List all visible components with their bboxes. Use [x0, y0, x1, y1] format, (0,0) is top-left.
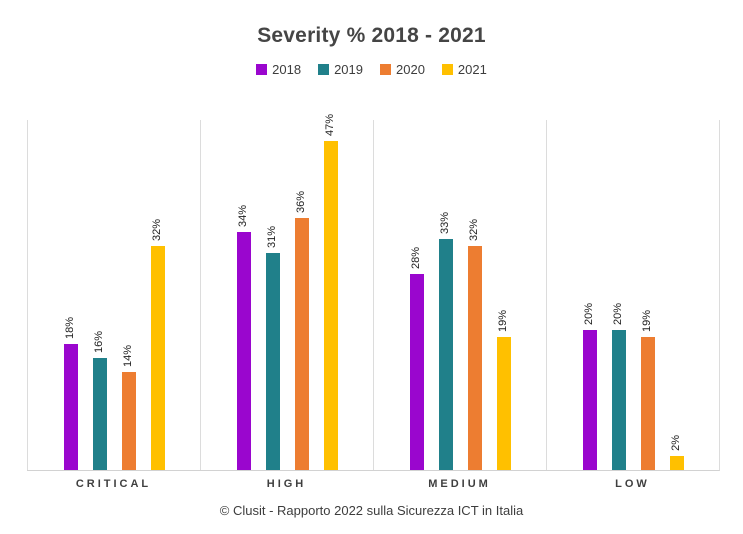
bar-group-high-2018: 34%	[236, 204, 251, 470]
chart-title: Severity % 2018 - 2021	[257, 24, 486, 47]
bar-group-medium-2020: 32%	[467, 218, 482, 470]
legend-item-2020: 2020	[380, 62, 425, 77]
bar-medium-2018	[409, 274, 424, 470]
bar-group-critical-2020: 14%	[121, 344, 136, 470]
footer-caption: © Clusit - Rapporto 2022 sulla Sicurezza…	[219, 503, 524, 518]
legend-label: 2020	[396, 62, 425, 77]
value-label: 16%	[93, 330, 105, 353]
legend-swatch-2019	[318, 64, 330, 75]
value-label: 32%	[151, 218, 163, 241]
category-label-low: LOW	[615, 478, 650, 490]
value-label: 20%	[583, 302, 595, 325]
bar-medium-2020	[467, 246, 482, 470]
value-label: 34%	[237, 204, 249, 227]
legend-label: 2018	[272, 62, 302, 77]
bar-high-2021	[323, 141, 338, 470]
panel-low: 20% 20% 19% 2%	[546, 120, 719, 470]
value-label: 32%	[468, 218, 480, 241]
bar-group-low-2018: 20%	[582, 302, 597, 470]
bar-low-2019	[611, 330, 626, 470]
legend-item-2018: 2018	[256, 62, 301, 77]
bar-critical-2020	[121, 372, 136, 470]
panel-critical: 18% 16% 14% 32%	[27, 120, 200, 470]
category-label-high: HIGH	[266, 478, 307, 490]
bar-critical-2018	[63, 344, 78, 470]
value-label: 2%	[670, 435, 682, 451]
bar-group-critical-2021: 32%	[150, 218, 165, 470]
value-label: 19%	[497, 309, 509, 332]
value-label: 28%	[410, 246, 422, 269]
bar-high-2019	[265, 253, 280, 470]
panel-high: 34% 31% 36% 47%	[200, 114, 373, 470]
legend-label: 2021	[457, 62, 487, 77]
bar-group-critical-2018: 18%	[63, 316, 78, 470]
bar-low-2020	[640, 337, 655, 470]
plot-area: 18% 16% 14% 32% 34% 31% 36% 47% 28% 33% 32% 19% 20% 2…	[27, 114, 720, 471]
category-axis: CRITICAL HIGH MEDIUM LOW	[27, 478, 719, 490]
legend-swatch-2018	[256, 64, 268, 75]
value-label: 14%	[122, 344, 134, 367]
bar-low-2018	[582, 330, 597, 470]
value-label: 36%	[295, 190, 307, 213]
panel-medium: 28% 33% 32% 19%	[373, 120, 546, 470]
bar-group-high-2021: 47%	[323, 113, 338, 470]
bar-group-high-2020: 36%	[294, 190, 309, 470]
value-label: 31%	[266, 225, 278, 248]
bar-group-low-2020: 19%	[640, 309, 655, 470]
bar-high-2018	[236, 232, 251, 470]
bar-group-medium-2019: 33%	[438, 211, 453, 470]
value-label: 18%	[64, 316, 76, 339]
legend-swatch-2021	[441, 64, 453, 75]
bar-group-high-2019: 31%	[265, 225, 280, 470]
bar-group-medium-2021: 19%	[496, 309, 511, 470]
legend-swatch-2020	[380, 64, 391, 75]
bar-critical-2019	[92, 358, 107, 470]
bar-group-medium-2018: 28%	[409, 246, 424, 470]
value-label: 33%	[439, 211, 451, 234]
bar-group-critical-2019: 16%	[92, 330, 107, 470]
bar-low-2021	[669, 456, 684, 470]
legend-item-2021: 2021	[441, 62, 487, 77]
bar-medium-2019	[438, 239, 453, 470]
legend-item-2019: 2019	[318, 62, 363, 77]
category-label-medium: MEDIUM	[428, 478, 491, 490]
value-label: 20%	[612, 302, 624, 325]
category-label-critical: CRITICAL	[75, 478, 152, 490]
bar-high-2020	[294, 218, 309, 470]
bar-medium-2021	[496, 337, 511, 470]
bar-critical-2021	[150, 246, 165, 470]
value-label: 47%	[324, 113, 336, 136]
legend: 2018 2019 2020 2021	[0, 62, 743, 77]
legend-label: 2019	[334, 62, 363, 77]
bar-group-low-2019: 20%	[611, 302, 626, 470]
bar-group-low-2021: 2%	[669, 435, 684, 470]
value-label: 19%	[641, 309, 653, 332]
